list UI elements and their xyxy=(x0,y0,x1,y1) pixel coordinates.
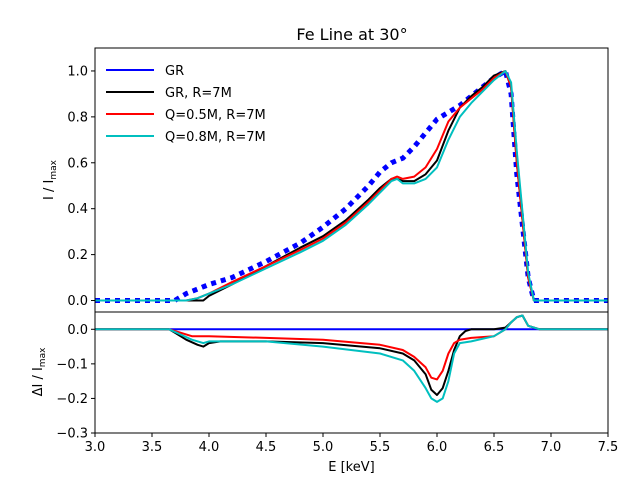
top-y-tick-label-3: 0.6 xyxy=(67,156,88,171)
legend: GR GR, R=7M Q=0.5M, R=7M Q=0.8M, R=7M xyxy=(106,64,266,145)
bottom-plot-frame xyxy=(94,311,609,434)
top-series-group xyxy=(95,68,608,303)
top-y-tick-label-2: 0.4 xyxy=(67,202,88,217)
top-series-line-3 xyxy=(95,70,608,302)
legend-label-0: GR xyxy=(165,64,184,79)
legend-label-2: Q=0.5M, R=7M xyxy=(165,108,266,123)
top-series-line-0 xyxy=(95,68,608,303)
top-panel: 0.0 0.2 0.4 0.6 0.8 1.0 I / Imax xyxy=(42,47,609,313)
x-tick-label-5: 5.5 xyxy=(370,440,391,455)
bottom-y-tick-label-3: −0.3 xyxy=(56,427,88,442)
bottom-y-axis-label-main: ΔI / I xyxy=(31,367,46,396)
top-y-axis-label-main: I / I xyxy=(42,180,57,200)
x-tick-label-1: 3.5 xyxy=(142,440,163,455)
x-axis-label: E [keV] xyxy=(328,460,374,475)
top-y-tick-label-4: 0.8 xyxy=(67,110,88,125)
x-tick-label-8: 7.0 xyxy=(541,440,562,455)
chart-title: Fe Line at 30° xyxy=(296,25,407,44)
bottom-y-tick-label-1: −0.1 xyxy=(56,357,88,372)
top-series-line-2 xyxy=(95,70,608,302)
bottom-y-tick-label-2: −0.2 xyxy=(56,392,88,407)
x-tick-label-4: 5.0 xyxy=(313,440,334,455)
x-tick-label-7: 6.5 xyxy=(484,440,505,455)
bottom-y-axis-label-sub: max xyxy=(38,347,48,367)
top-y-axis-label: I / Imax xyxy=(42,159,59,200)
bottom-panel: 0.0 −0.1 −0.2 −0.33.0 3.5 4.0 4.5 5.0 5.5 6.0 6.5 7… xyxy=(31,311,619,475)
x-tick-label-2: 4.0 xyxy=(199,440,220,455)
x-tick-label-3: 4.5 xyxy=(256,440,277,455)
legend-label-1: GR, R=7M xyxy=(165,86,232,101)
top-y-axis-label-sub: max xyxy=(49,159,59,179)
bottom-series-line-2 xyxy=(95,314,608,381)
x-tick-label-9: 7.5 xyxy=(598,440,619,455)
x-tick-label-0: 3.0 xyxy=(85,440,106,455)
bottom-y-tick-label-0: 0.0 xyxy=(67,323,88,338)
x-tick-label-6: 6.0 xyxy=(427,440,448,455)
top-y-tick-label-1: 0.2 xyxy=(67,248,88,263)
top-y-tick-label-0: 0.0 xyxy=(67,294,88,309)
bottom-y-axis-label: ΔI / Imax xyxy=(31,347,48,397)
bottom-series-group xyxy=(95,314,608,403)
legend-label-3: Q=0.8M, R=7M xyxy=(165,130,266,145)
bottom-series-line-3 xyxy=(95,314,608,403)
top-series-line-1 xyxy=(95,70,608,302)
top-y-tick-label-5: 1.0 xyxy=(67,64,88,79)
